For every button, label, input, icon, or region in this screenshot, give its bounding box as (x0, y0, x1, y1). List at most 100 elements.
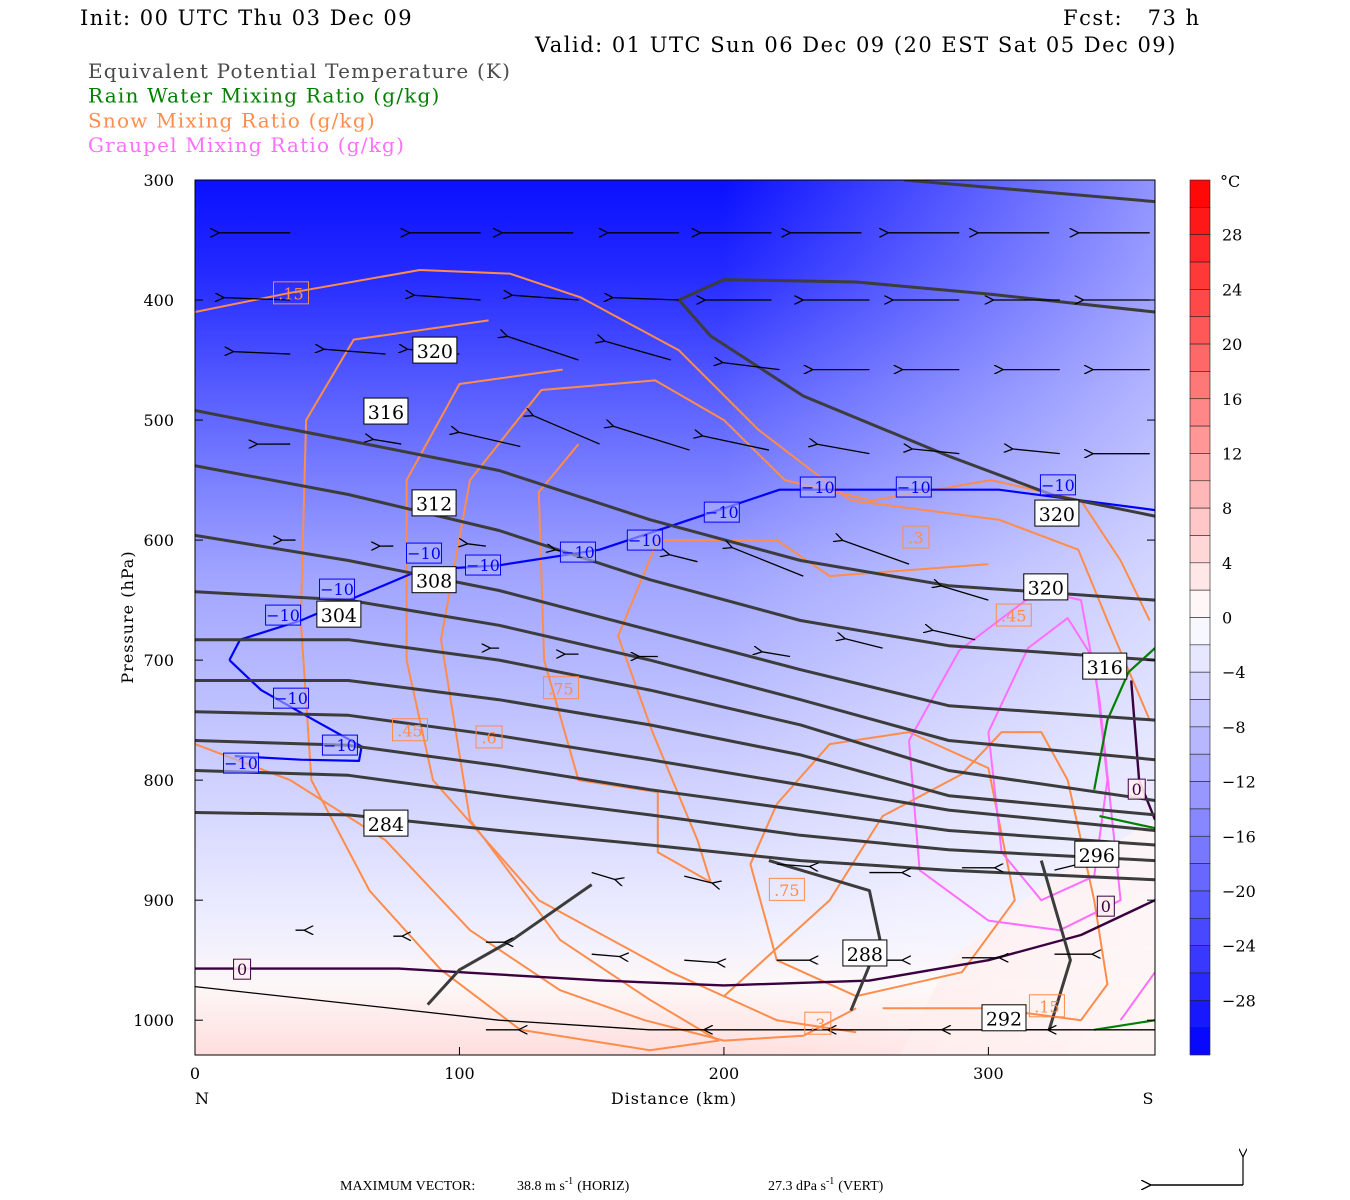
snow-label-box (995, 603, 1032, 627)
colorbar-bin (1189, 261, 1211, 290)
colorbar-bin (1189, 753, 1211, 782)
colorbar-tick-label: 12 (1222, 444, 1242, 463)
colorbar-bin (1189, 945, 1211, 974)
snow-contour (537, 443, 989, 884)
colorbar-tick-label: −12 (1222, 773, 1256, 792)
wind-vector-arrow-icon (612, 298, 679, 300)
snow-label: .75 (543, 676, 580, 700)
theta-e-label-text: 320 (417, 341, 453, 363)
isotherm-label-text: −10 (561, 543, 595, 562)
snow-label-text: .6 (481, 729, 496, 748)
theta-e-label: 288 (842, 939, 888, 967)
isotherm-label: −10 (223, 752, 260, 774)
theta-e-label-box (1074, 840, 1120, 868)
graupel-contour (1119, 971, 1155, 1021)
wind-vector-arrow-icon (684, 960, 718, 962)
isotherm-label: −10 (799, 476, 836, 498)
theta-e-label: 320 (1034, 499, 1080, 527)
snow-label-text: .15 (1034, 997, 1059, 1016)
y-tick-label: 900 (143, 891, 174, 910)
isotherm-label: −10 (703, 501, 740, 523)
snow-label-text: .3 (908, 529, 923, 548)
isotherm-label: −10 (626, 529, 663, 551)
y-tick-label: 700 (143, 651, 174, 670)
colorbar-bin (1189, 726, 1211, 755)
theta-e-contour (195, 679, 1155, 817)
y-tick-label: 500 (143, 411, 174, 430)
vertical-max-vector: 27.3 dPa s-1 (VERT) (768, 1176, 884, 1194)
legend-item: Rain Water Mixing Ratio (g/kg) (88, 84, 441, 108)
theta-e-contour (677, 299, 1155, 518)
wind-vector-arrow-icon (761, 652, 791, 658)
wind-vector-arrow-icon (233, 352, 291, 354)
isotherm-label-text: −10 (320, 580, 354, 599)
snow-label-box (1028, 994, 1065, 1018)
colorbar-tick-label: −8 (1222, 718, 1246, 737)
plot-area: .15 .45 .6 .75 .75 .3 .45 .3 .15 −10 −10 −10 −10 −10 −… (194, 179, 1156, 1056)
isotherm-zero-label: 0 (233, 958, 252, 980)
isotherm-label-box (223, 752, 260, 774)
snow-label: .45 (392, 718, 429, 742)
theta-e-label: 312 (411, 489, 457, 517)
snow-label: .6 (475, 725, 503, 749)
isotherm-label-box (465, 554, 501, 576)
wind-vector-arrow-icon (932, 630, 976, 641)
graupel-contour (987, 617, 1109, 902)
isotherm-minus10 (228, 488, 1155, 661)
snow-label-text: .45 (1001, 607, 1026, 626)
legend-item: Equivalent Potential Temperature (K) (88, 59, 511, 83)
theta-e-label-text: 292 (986, 1009, 1022, 1031)
snow-label-box (804, 1011, 832, 1035)
init-time: Init: 00 UTC Thu 03 Dec 09 (80, 6, 413, 30)
theta-e-label: 284 (363, 809, 409, 837)
isotherm-label-text: −10 (628, 531, 662, 550)
isotherm-label-text: −10 (705, 503, 739, 522)
isotherm-zero-label-text: 0 (1101, 897, 1111, 916)
wind-vector-arrow-icon (702, 436, 770, 451)
theta-e-label-text: 312 (416, 494, 452, 516)
theta-e-label-box (411, 489, 457, 517)
colorbar-bin (1189, 617, 1211, 646)
isotherm-label: −10 (559, 541, 596, 563)
theta-e-label-box (1023, 573, 1069, 601)
snow-label-box (392, 718, 429, 742)
theta-e-contour (195, 533, 1155, 722)
wind-vector-arrow-icon (511, 295, 579, 301)
theta-e-label: 316 (1082, 652, 1128, 680)
theta-e-label-box (411, 566, 457, 594)
wind-vector-arrow-icon (323, 349, 386, 355)
wind-vector-arrow-icon (817, 444, 870, 455)
isotherm-label: −10 (895, 476, 932, 498)
colorbar-bin (1189, 890, 1211, 919)
theta-e-contour (195, 409, 1155, 602)
theta-e-label-text: 288 (847, 944, 883, 966)
colorbar-tick-label: −16 (1222, 827, 1256, 846)
wind-vector-arrow-icon (467, 544, 486, 546)
colorbar-bin (1189, 179, 1211, 208)
isotherm-label-text: −10 (1041, 476, 1075, 495)
graupel-contour (908, 589, 1122, 932)
theta-e-contour (195, 710, 1155, 832)
snow-label-box (768, 877, 805, 901)
isotherm-label-box (895, 476, 932, 498)
colorbar-tick-label: 28 (1222, 226, 1242, 245)
isotherm-label-box (703, 501, 740, 523)
wind-vector-arrow-icon (844, 639, 883, 649)
snow-label-box (543, 676, 580, 700)
legend: Equivalent Potential Temperature (K)Rain… (88, 59, 511, 157)
wind-vector-arrow-icon (842, 540, 910, 565)
theta-e-label: 320 (1023, 573, 1069, 601)
snow-label: .15 (1028, 994, 1065, 1018)
colorbar-tick-label: −24 (1222, 937, 1256, 956)
isotherm-label: −10 (406, 542, 443, 564)
isotherm-label: −10 (1039, 474, 1076, 496)
wind-vector-arrow-icon (533, 415, 600, 445)
colorbar-bin (1189, 781, 1211, 810)
snow-label-text: .75 (774, 881, 799, 900)
isotherm-zero-label-box (1096, 895, 1115, 917)
colorbar-tick-label: 16 (1222, 390, 1242, 409)
legend-item: Graupel Mixing Ratio (g/kg) (88, 133, 405, 157)
y-tick-label: 1000 (133, 1011, 174, 1030)
y-tick-label: 800 (143, 771, 174, 790)
snow-label-text: .75 (548, 679, 573, 698)
